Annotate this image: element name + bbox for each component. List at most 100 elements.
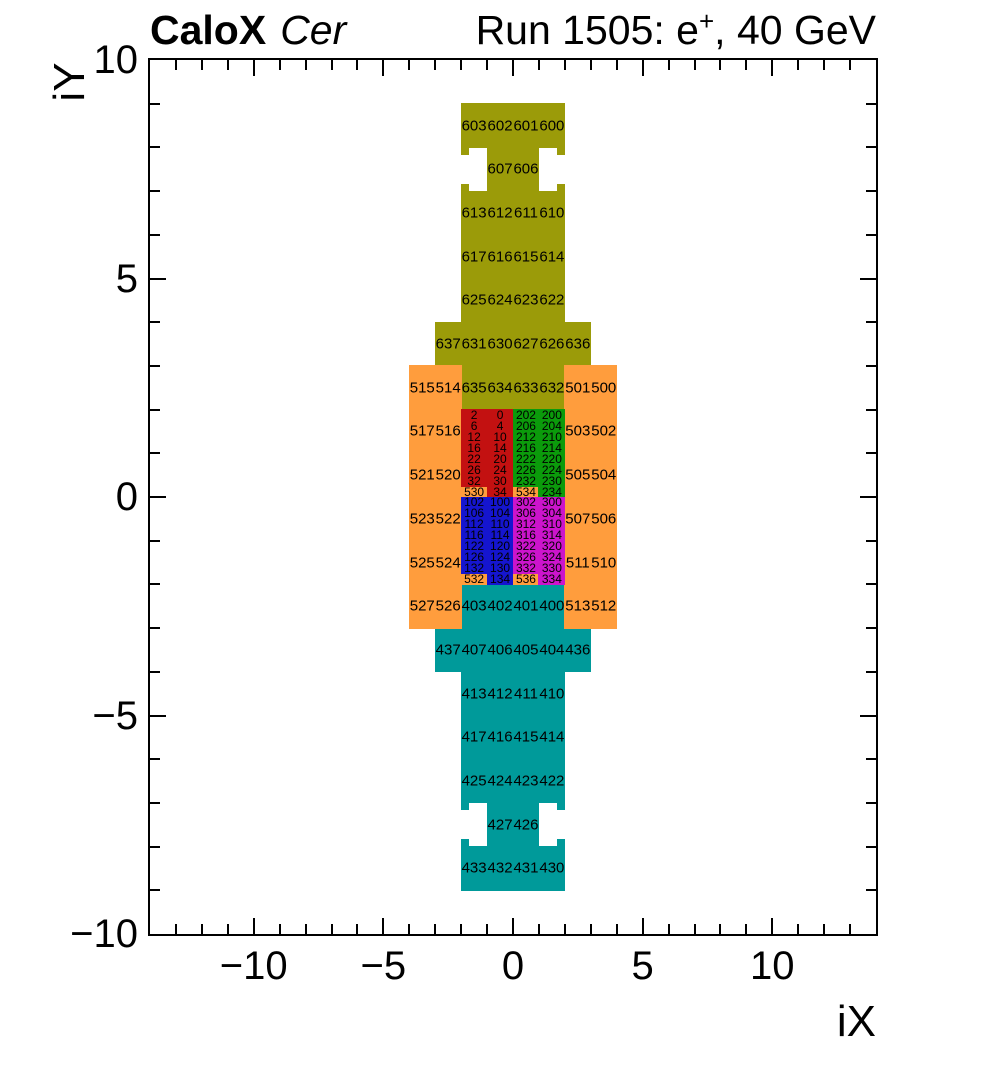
cell-label: 433 <box>461 859 487 877</box>
cell-label: 525 <box>409 554 435 572</box>
x-minor-tick <box>200 60 203 70</box>
y-tick-label: 10 <box>93 38 139 82</box>
y-minor-tick <box>866 889 876 892</box>
x-minor-tick <box>849 60 852 70</box>
cell-label: 635 <box>461 379 487 397</box>
cell-label: 20 <box>493 451 507 466</box>
y-major-tick <box>860 277 876 280</box>
detector-region-core-upper-left-red <box>486 485 514 498</box>
cell-label: 403 <box>461 597 487 615</box>
cell-label: 636 <box>565 335 591 353</box>
experiment-name: CaloX <box>150 7 267 53</box>
detector-region-middle-ring-orange <box>408 365 462 629</box>
cell-label: 405 <box>513 641 539 659</box>
cell-label: 522 <box>435 510 461 528</box>
x-minor-tick <box>174 924 177 934</box>
x-major-tick <box>641 918 644 934</box>
cell-label: 624 <box>487 291 513 309</box>
cell-label: 14 <box>493 440 507 455</box>
x-minor-tick <box>589 924 592 934</box>
y-minor-tick <box>150 539 160 542</box>
detector-region-middle-ring-orange <box>512 485 540 498</box>
cell-label: 615 <box>513 248 539 266</box>
cell-label: 302 <box>515 495 536 510</box>
x-major-tick <box>382 60 385 76</box>
cell-label: 613 <box>461 204 487 222</box>
y-minor-tick <box>866 670 876 673</box>
detector-region-core-upper-left-red <box>460 409 514 487</box>
cell-label: 426 <box>513 816 539 834</box>
cell-label: 515 <box>409 379 435 397</box>
cell-label: 430 <box>539 859 565 877</box>
run-title-superscript: + <box>698 6 715 36</box>
cell-label: 220 <box>541 451 562 466</box>
run-title-suffix: , 40 GeV <box>714 7 876 53</box>
detector-region-outer-top-olive <box>434 321 592 367</box>
page-title: CaloX Cer <box>150 10 346 51</box>
run-title: Run 1505: e+, 40 GeV <box>476 7 876 53</box>
cell-label: 406 <box>487 641 513 659</box>
detector-region-outer-bottom-teal <box>460 839 469 848</box>
cell-label: 511 <box>565 554 590 572</box>
detector-region-core-upper-right-green <box>538 485 566 498</box>
y-minor-tick <box>150 321 160 324</box>
x-minor-tick <box>434 60 437 70</box>
cell-label: 32 <box>467 473 481 488</box>
cell-label: 532 <box>464 571 485 586</box>
x-axis-title: iX <box>836 997 876 1046</box>
cell-label: 530 <box>464 484 485 499</box>
x-minor-tick <box>797 924 800 934</box>
cell-label: 6 <box>470 418 478 433</box>
cell-label: 422 <box>539 772 565 790</box>
cell-label: 607 <box>487 160 513 178</box>
y-tick-label: −5 <box>92 693 138 738</box>
cell-label: 505 <box>565 466 591 484</box>
cell-label: 626 <box>539 335 565 353</box>
x-minor-tick <box>460 60 463 70</box>
x-minor-tick <box>719 924 722 934</box>
cell-label: 22 <box>467 451 481 466</box>
x-minor-tick <box>486 60 489 70</box>
x-minor-tick <box>408 924 411 934</box>
cell-label: 4 <box>496 418 504 433</box>
y-minor-tick <box>866 801 876 804</box>
detector-region-middle-ring-orange <box>460 572 488 585</box>
cell-label: 432 <box>487 859 513 877</box>
x-minor-tick <box>356 60 359 70</box>
cell-label: 536 <box>515 571 536 586</box>
cell-label: 126 <box>464 550 485 565</box>
x-minor-tick <box>693 924 696 934</box>
detector-region-outer-bottom-teal <box>460 671 566 804</box>
y-minor-tick <box>150 146 160 149</box>
detector-region-outer-bottom-teal <box>460 846 566 891</box>
cell-label: 210 <box>541 429 562 444</box>
cell-label: 603 <box>461 117 487 135</box>
y-minor-tick <box>866 146 876 149</box>
cell-label: 200 <box>541 408 562 423</box>
x-minor-tick <box>304 924 307 934</box>
cell-label: 106 <box>464 506 485 521</box>
x-minor-tick <box>823 924 826 934</box>
y-minor-tick <box>866 364 876 367</box>
x-minor-tick <box>226 60 229 70</box>
x-minor-tick <box>537 60 540 70</box>
detector-region-outer-top-olive <box>557 183 566 192</box>
y-minor-tick <box>150 102 160 105</box>
cell-label: 206 <box>515 418 536 433</box>
x-minor-tick <box>667 60 670 70</box>
cell-label: 400 <box>539 597 565 615</box>
x-minor-tick <box>304 60 307 70</box>
cell-label: 632 <box>539 379 565 397</box>
cell-label: 516 <box>435 422 461 440</box>
y-minor-tick <box>866 321 876 324</box>
cell-label: 324 <box>541 550 562 565</box>
x-minor-tick <box>408 60 411 70</box>
cell-label: 2 <box>470 408 478 423</box>
cell-label: 224 <box>541 462 562 477</box>
y-minor-tick <box>866 102 876 105</box>
cell-label: 204 <box>541 418 562 433</box>
x-minor-tick <box>667 924 670 934</box>
cell-label: 120 <box>490 539 511 554</box>
y-minor-tick <box>866 408 876 411</box>
